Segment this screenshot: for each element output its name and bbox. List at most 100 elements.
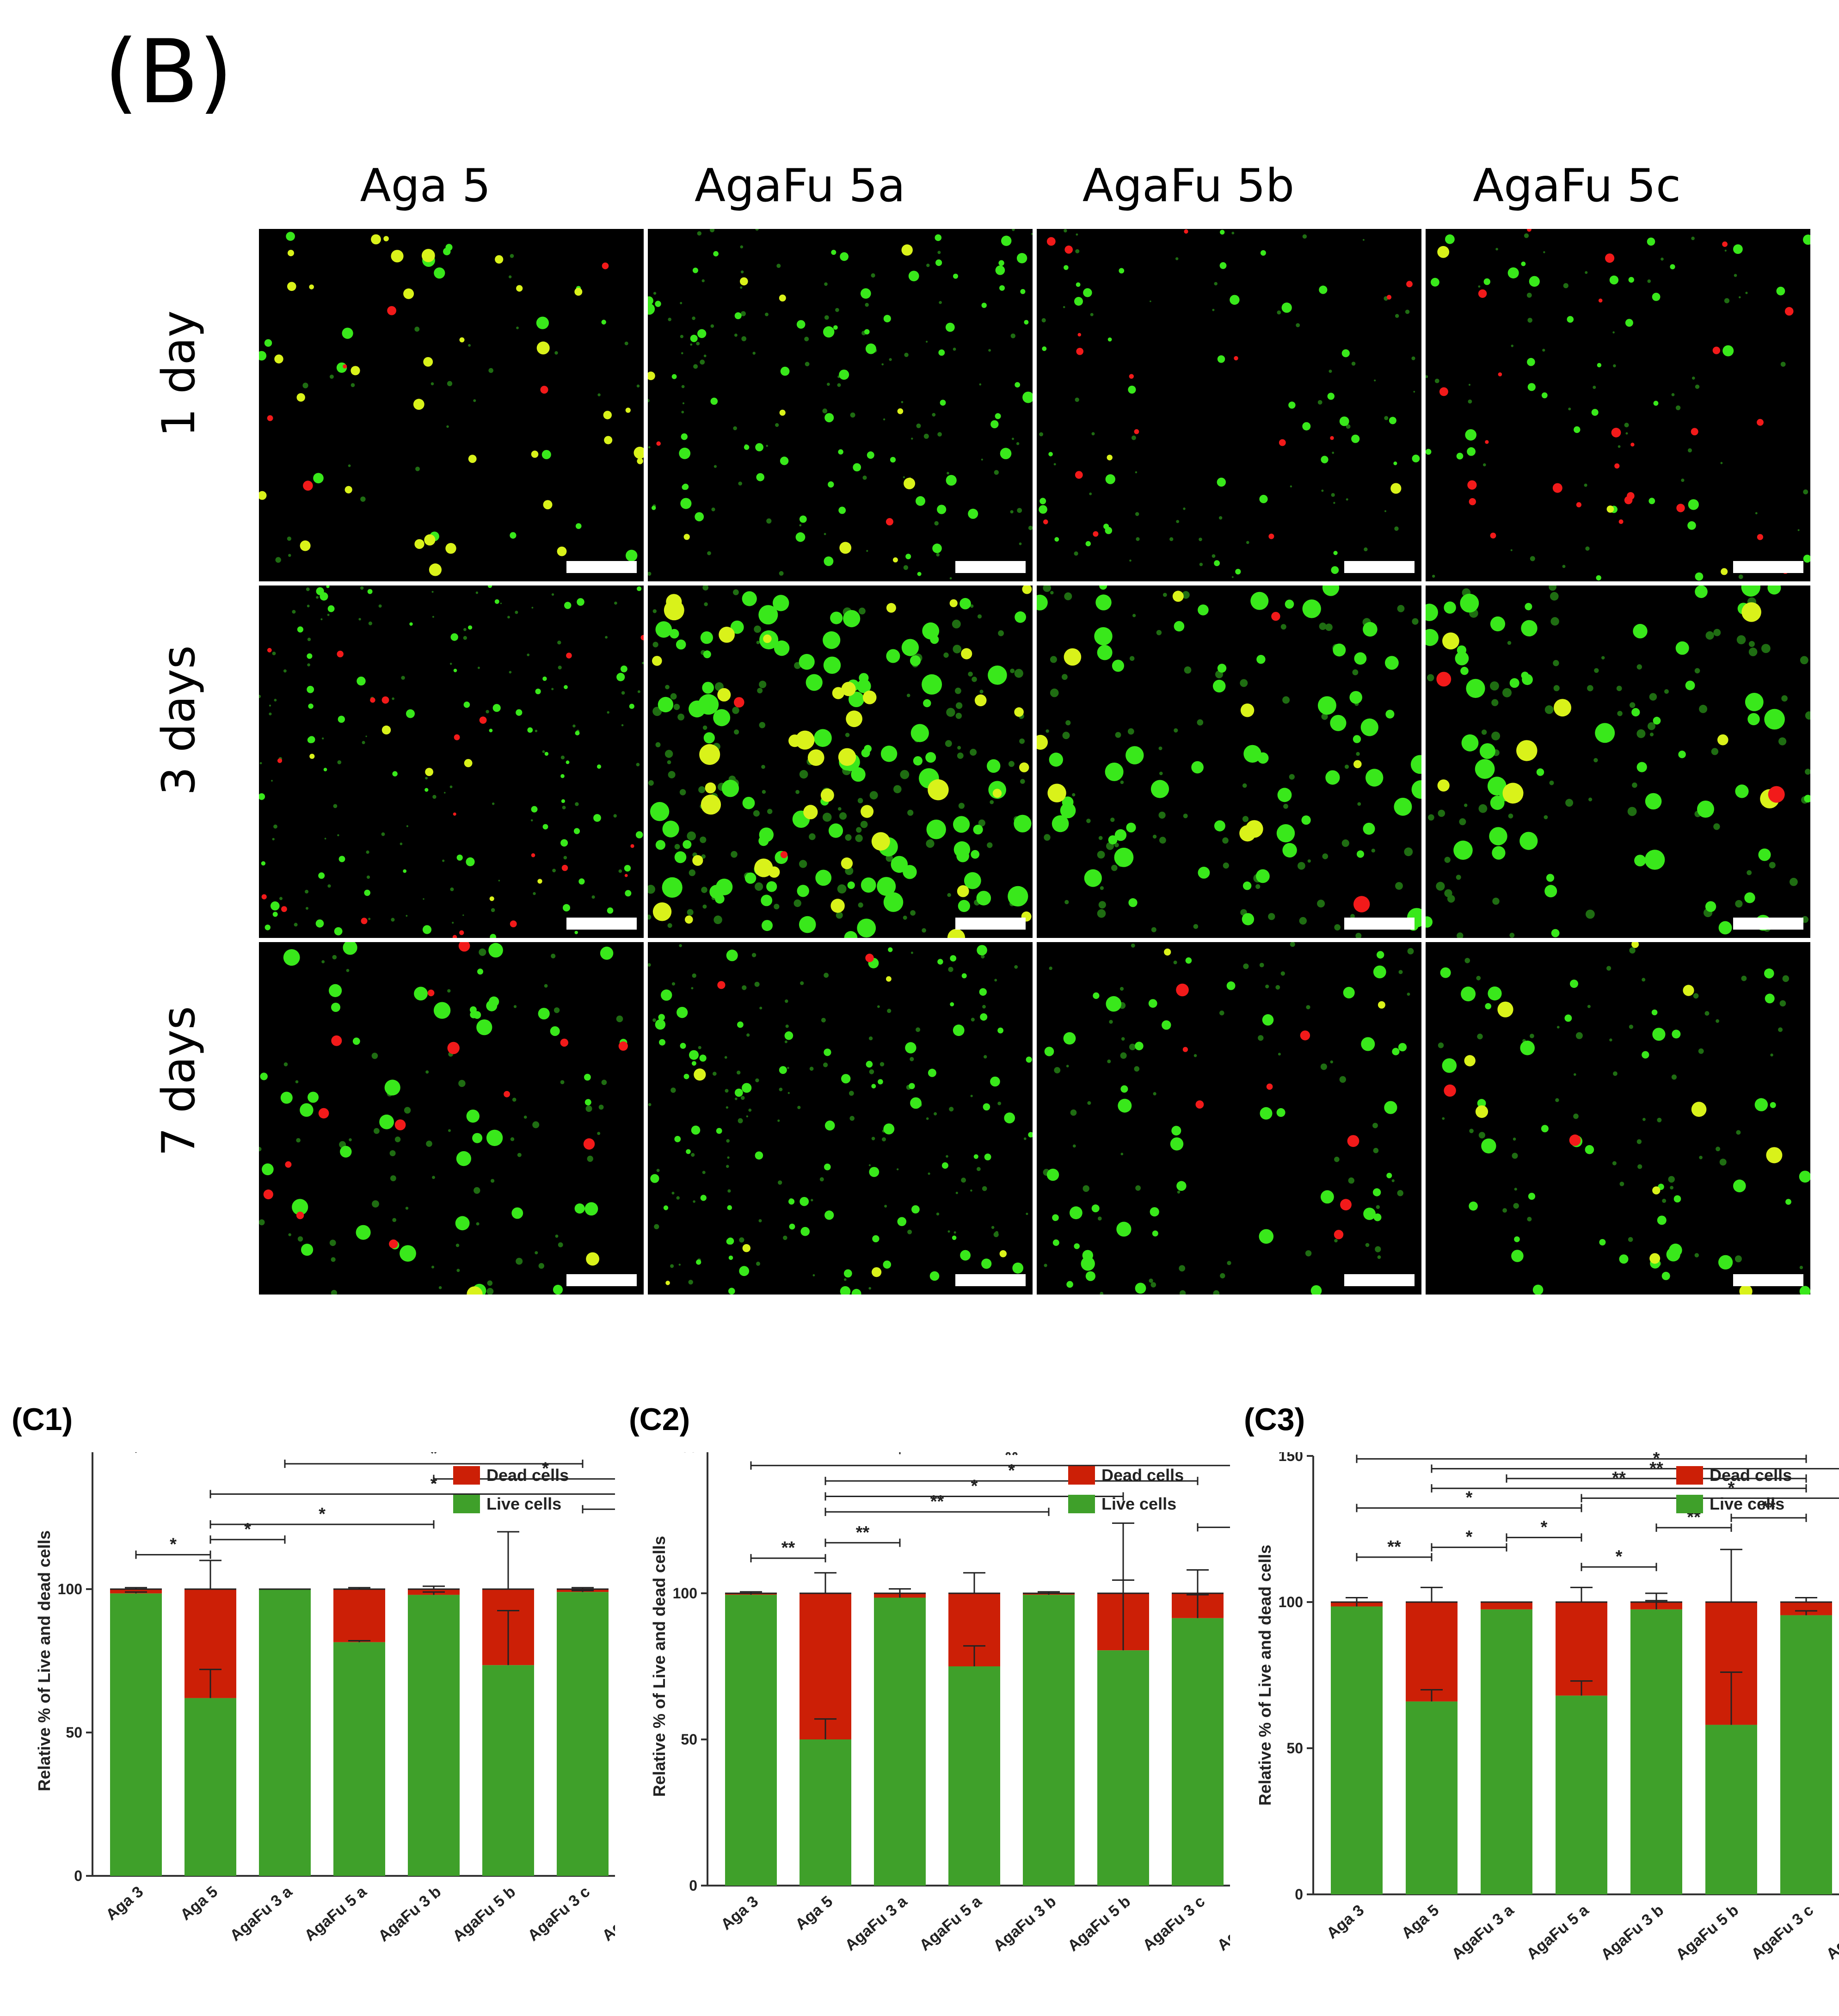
scale-bar bbox=[1344, 561, 1415, 573]
bar-live-cells bbox=[1481, 1609, 1532, 1894]
chart-c2: 0 50 100 150 Relative % of Live and dead cel… bbox=[650, 1452, 1230, 1955]
x-tick-label: AgaFu 5 c bbox=[1214, 1893, 1230, 1954]
bar-dead-cells bbox=[1481, 1602, 1532, 1609]
bar-live-cells bbox=[1331, 1606, 1383, 1894]
column-label-agafu-5b: AgaFu 5b bbox=[1082, 160, 1295, 212]
scale-bar bbox=[1344, 918, 1415, 930]
micrograph-tile bbox=[1426, 942, 1810, 1295]
y-axis-label: Relative % of Live and dead cells bbox=[650, 1536, 669, 1797]
legend-swatch bbox=[1676, 1495, 1703, 1513]
bar-live-cells bbox=[1023, 1595, 1075, 1886]
legend-label: Dead cells bbox=[486, 1466, 569, 1485]
bar-dead-cells bbox=[110, 1589, 162, 1594]
significance-label: * bbox=[1466, 1488, 1473, 1508]
x-tick-label: Aga 3 bbox=[103, 1883, 147, 1924]
row-label-7-days: 7 days bbox=[153, 1006, 205, 1156]
x-tick-label: AgaFu 5 b bbox=[1673, 1901, 1742, 1964]
scale-bar bbox=[1733, 1274, 1803, 1286]
x-tick-label: AgaFu 5 b bbox=[1064, 1893, 1134, 1955]
micrograph-tile bbox=[648, 942, 1033, 1295]
legend-swatch bbox=[1068, 1466, 1095, 1485]
bar-live-cells bbox=[333, 1642, 385, 1876]
bar-live-cells bbox=[1556, 1695, 1607, 1894]
bar-dead-cells bbox=[800, 1593, 851, 1739]
y-axis-label: Relative % of Live and dead cells bbox=[1255, 1545, 1274, 1806]
bar-live-cells bbox=[408, 1595, 460, 1876]
chart-label-c1: (C1) bbox=[12, 1402, 73, 1437]
x-tick-label: AgaFu 3 b bbox=[375, 1883, 444, 1945]
y-tick-label: 100 bbox=[58, 1581, 82, 1597]
y-tick-label: 100 bbox=[1279, 1594, 1303, 1610]
x-tick-label: AgaFu 3 b bbox=[1598, 1901, 1667, 1964]
bar-live-cells bbox=[1630, 1609, 1682, 1894]
column-label-aga-5: Aga 5 bbox=[360, 160, 491, 212]
bar-live-cells bbox=[1705, 1725, 1757, 1894]
bar-dead-cells bbox=[1556, 1602, 1607, 1696]
bar-live-cells bbox=[874, 1597, 926, 1886]
y-axis-label: Relative % of Live and dead cells bbox=[35, 1530, 54, 1791]
micrograph-tile bbox=[648, 586, 1033, 938]
bar-live-cells bbox=[725, 1595, 777, 1886]
scale-bar bbox=[566, 918, 637, 930]
x-tick-label: AgaFu 5 c bbox=[599, 1883, 615, 1945]
x-tick-label: Aga 5 bbox=[792, 1893, 836, 1934]
significance-label: ** bbox=[1387, 1537, 1401, 1557]
significance-label: ** bbox=[1575, 1452, 1588, 1458]
micrograph-tile bbox=[648, 229, 1033, 581]
legend-label: Live cells bbox=[486, 1494, 561, 1513]
significance-label: * bbox=[1466, 1528, 1473, 1547]
x-tick-label: Aga 3 bbox=[1323, 1901, 1367, 1942]
scale-bar bbox=[566, 1274, 637, 1286]
micrograph-tile bbox=[1037, 229, 1421, 581]
bar-live-cells bbox=[948, 1666, 1000, 1886]
x-tick-label: AgaFu 5 a bbox=[916, 1892, 985, 1954]
bar-dead-cells bbox=[1406, 1602, 1458, 1702]
x-tick-label: AgaFu 3 c bbox=[524, 1883, 593, 1945]
y-tick-label: 50 bbox=[1286, 1740, 1303, 1757]
y-tick-label: 0 bbox=[689, 1877, 697, 1894]
micrograph-tile bbox=[259, 586, 644, 938]
scale-bar bbox=[1733, 918, 1803, 930]
x-tick-label: AgaFu 3 a bbox=[842, 1892, 911, 1954]
x-tick-label: AgaFu 5 a bbox=[301, 1882, 370, 1944]
y-tick-label: 150 bbox=[58, 1452, 82, 1454]
bar-live-cells bbox=[1097, 1650, 1149, 1886]
bar-live-cells bbox=[259, 1589, 311, 1876]
y-tick-label: 150 bbox=[673, 1452, 697, 1455]
bar-live-cells bbox=[110, 1593, 162, 1876]
significance-label: * bbox=[1616, 1547, 1623, 1566]
micrograph-tile bbox=[259, 942, 644, 1295]
x-tick-label: AgaFu 5 b bbox=[449, 1883, 519, 1945]
significance-label: ** bbox=[1762, 1498, 1776, 1517]
legend-swatch bbox=[453, 1466, 480, 1485]
x-tick-label: Aga 5 bbox=[1398, 1901, 1442, 1942]
scale-bar bbox=[1344, 1274, 1415, 1286]
significance-label: ** bbox=[781, 1538, 795, 1558]
chart-c1: 0 50 100 150 Relative % of Live and dead cel… bbox=[35, 1452, 615, 1945]
row-label-1-day: 1 day bbox=[153, 310, 205, 437]
bar-live-cells bbox=[1780, 1615, 1832, 1894]
significance-label: * bbox=[431, 1452, 437, 1463]
legend-swatch bbox=[453, 1495, 480, 1513]
chart-c3: 0 50 100 150 Relative % of Live and dead cel… bbox=[1255, 1452, 1839, 1964]
bar-live-cells bbox=[482, 1665, 534, 1876]
micrograph-tile bbox=[1037, 586, 1421, 938]
x-tick-label: AgaFu 5 c bbox=[1823, 1901, 1839, 1963]
bar-live-cells bbox=[557, 1592, 609, 1876]
x-tick-label: AgaFu 3 b bbox=[990, 1893, 1059, 1955]
scale-bar bbox=[955, 918, 1026, 930]
bar-live-cells bbox=[1406, 1701, 1458, 1894]
significance-label: * bbox=[1653, 1452, 1660, 1468]
y-tick-label: 100 bbox=[673, 1585, 697, 1602]
micrograph-tile bbox=[1426, 586, 1810, 938]
bar-dead-cells bbox=[333, 1589, 385, 1642]
bar-live-cells bbox=[185, 1698, 236, 1876]
bar-live-cells bbox=[1172, 1618, 1224, 1886]
micrograph-grid bbox=[259, 229, 1811, 1305]
significance-label: ** bbox=[930, 1492, 944, 1511]
row-label-3-days: 3 days bbox=[153, 645, 205, 795]
y-tick-label: 50 bbox=[66, 1724, 82, 1741]
micrograph-tile bbox=[1037, 942, 1421, 1295]
legend-swatch bbox=[1068, 1495, 1095, 1513]
micrograph-tile bbox=[1426, 229, 1810, 581]
